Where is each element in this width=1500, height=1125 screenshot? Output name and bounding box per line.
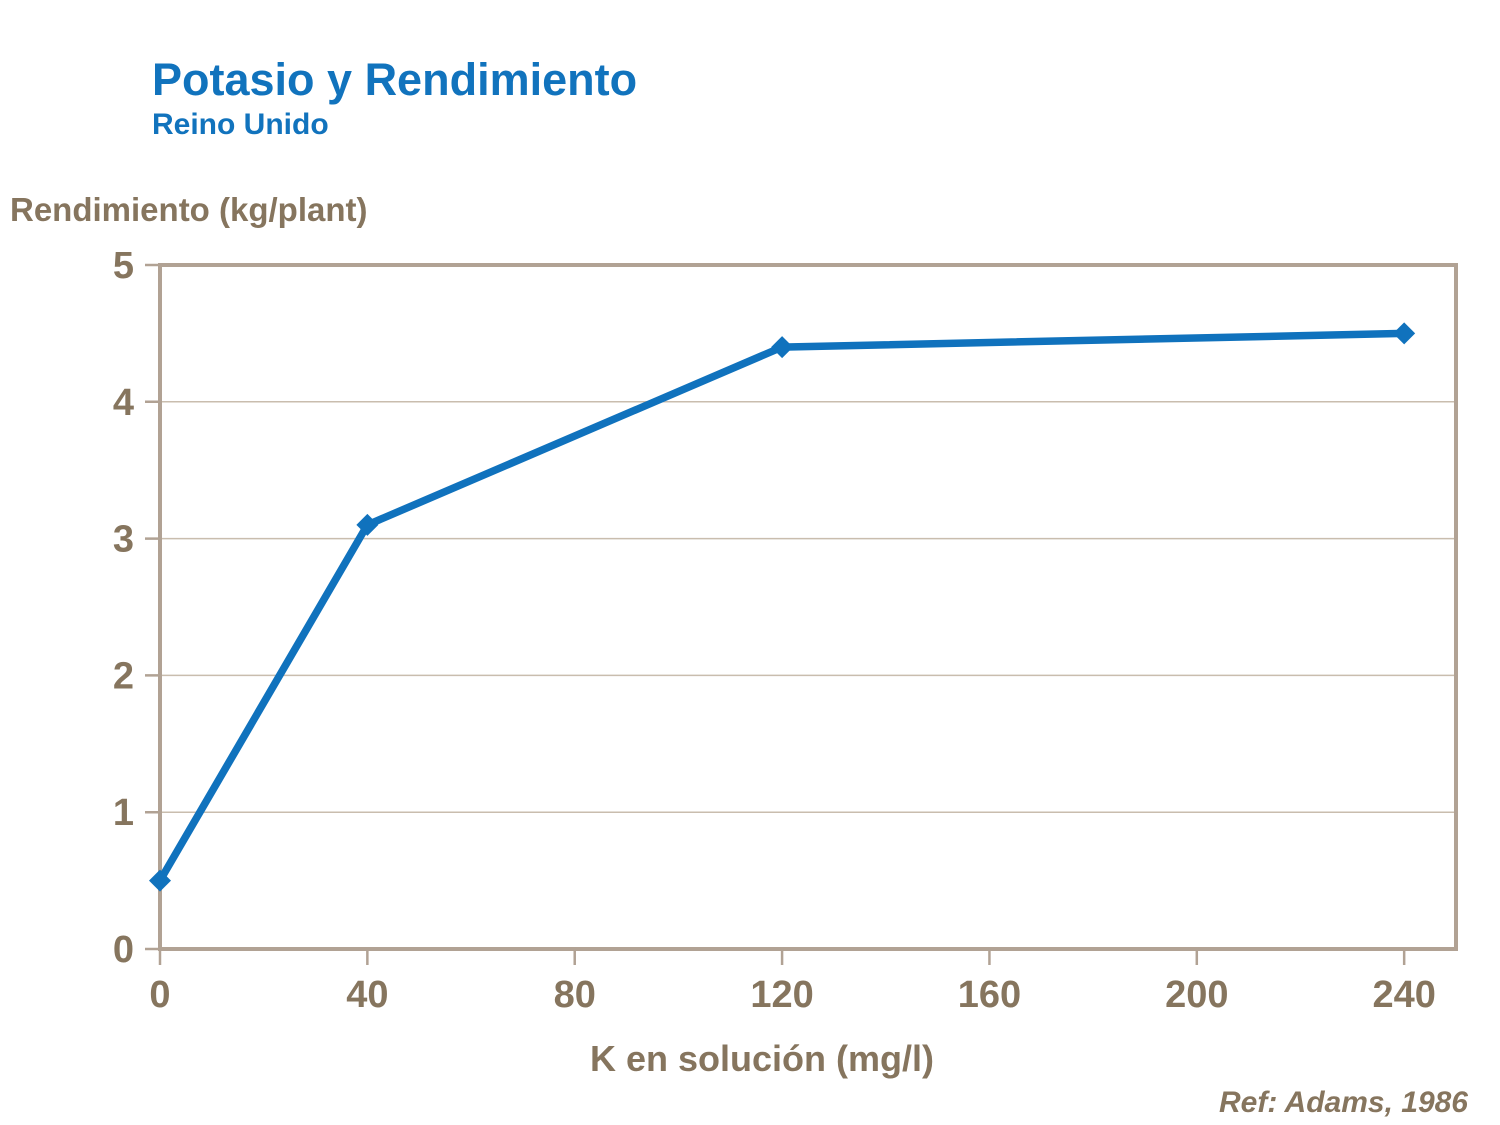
y-tick-label: 1 [113,792,134,834]
x-tick-label: 160 [958,974,1021,1016]
data-point-marker [771,336,794,359]
chart-subtitle: Reino Unido [152,108,329,141]
data-point-marker [356,513,379,536]
y-axis-title: Rendimiento (kg/plant) [10,191,368,228]
data-line [156,329,1408,885]
y-tick-label: 4 [113,382,134,424]
x-axis-title: K en solución (mg/l) [589,1038,935,1079]
x-tick-label: 240 [1372,974,1435,1016]
x-tick-label: 40 [346,974,388,1016]
y-tick-label: 2 [113,655,134,697]
data-point-marker [149,869,171,892]
x-tick-label: 80 [554,974,596,1016]
y-tick-label: 5 [113,245,134,287]
x-tick-label: 0 [149,974,170,1016]
plot-border [158,263,1458,951]
y-tick-label: 0 [113,929,134,971]
reference-text: Ref: Adams, 1986 [1219,1086,1468,1119]
chart-title: Potasio y Rendimiento [152,54,638,105]
x-tick-label: 120 [750,974,813,1016]
data-point-marker [1393,322,1416,345]
y-tick-label: 3 [113,519,134,561]
x-tick-label: 200 [1165,974,1228,1016]
